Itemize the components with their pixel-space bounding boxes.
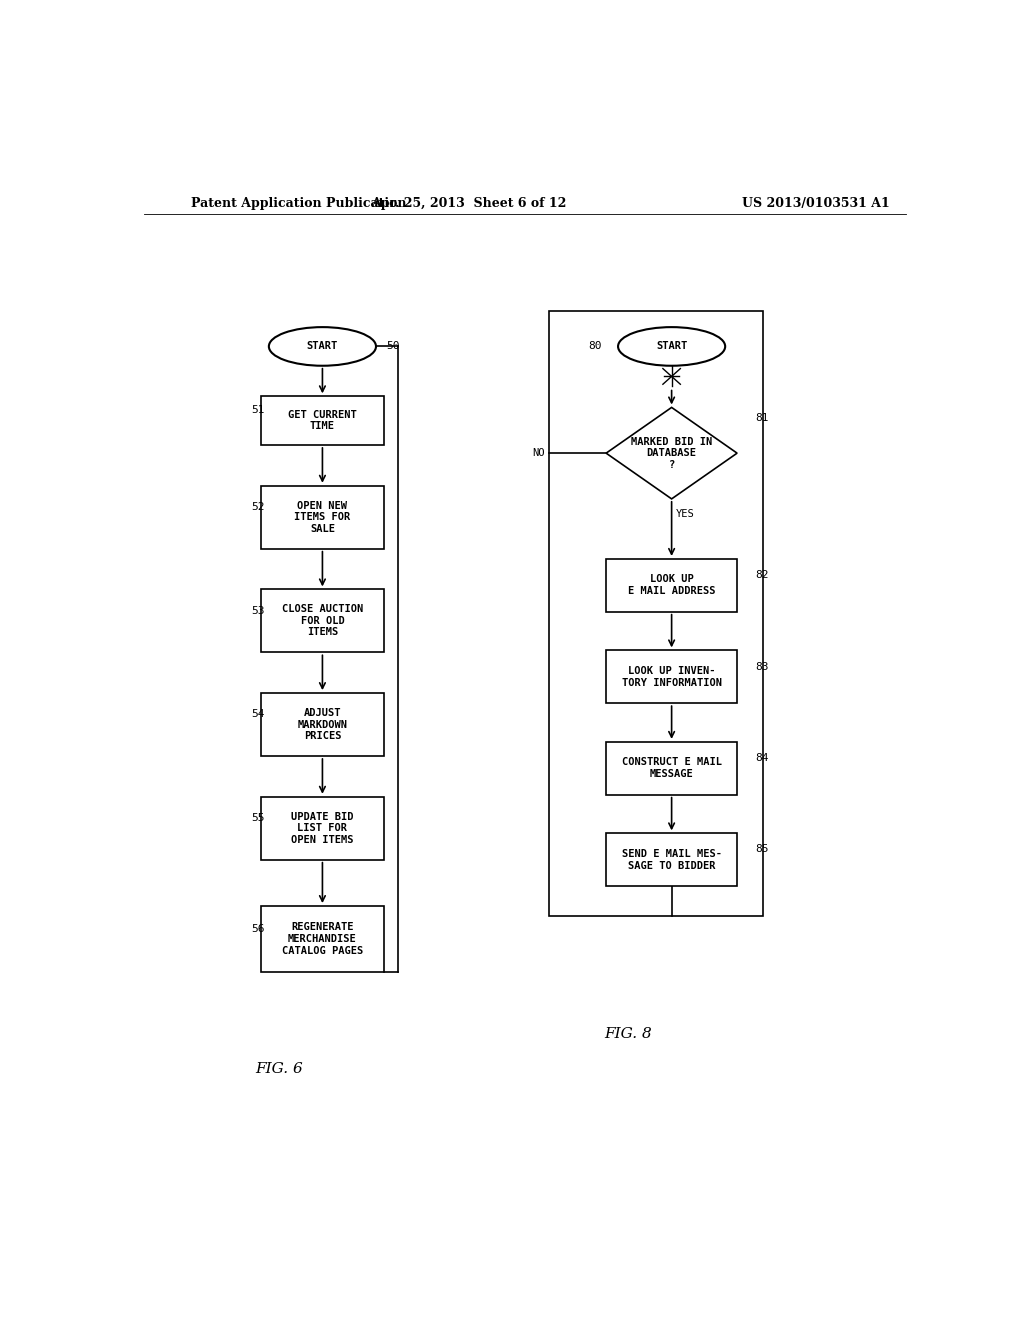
Text: START: START xyxy=(307,342,338,351)
FancyBboxPatch shape xyxy=(261,589,384,652)
Text: 53: 53 xyxy=(251,606,264,615)
Bar xyxy=(549,312,763,916)
Text: LOOK UP INVEN-
TORY INFORMATION: LOOK UP INVEN- TORY INFORMATION xyxy=(622,667,722,688)
Text: FIG. 8: FIG. 8 xyxy=(604,1027,652,1040)
Text: US 2013/0103531 A1: US 2013/0103531 A1 xyxy=(742,197,890,210)
Text: CLOSE AUCTION
FOR OLD
ITEMS: CLOSE AUCTION FOR OLD ITEMS xyxy=(282,605,364,638)
Text: 56: 56 xyxy=(251,924,264,933)
Polygon shape xyxy=(606,408,737,499)
Text: YES: YES xyxy=(676,510,694,519)
Text: 82: 82 xyxy=(755,570,768,579)
FancyBboxPatch shape xyxy=(261,693,384,756)
Text: LOOK UP
E MAIL ADDRESS: LOOK UP E MAIL ADDRESS xyxy=(628,574,716,597)
Ellipse shape xyxy=(269,327,376,366)
Text: UPDATE BID
LIST FOR
OPEN ITEMS: UPDATE BID LIST FOR OPEN ITEMS xyxy=(291,812,353,845)
FancyBboxPatch shape xyxy=(606,558,737,611)
FancyBboxPatch shape xyxy=(606,833,737,886)
Text: SEND E MAIL MES-
SAGE TO BIDDER: SEND E MAIL MES- SAGE TO BIDDER xyxy=(622,849,722,870)
Text: 83: 83 xyxy=(755,661,768,672)
Text: 84: 84 xyxy=(755,752,768,763)
Text: CONSTRUCT E MAIL
MESSAGE: CONSTRUCT E MAIL MESSAGE xyxy=(622,758,722,779)
Text: ADJUST
MARKDOWN
PRICES: ADJUST MARKDOWN PRICES xyxy=(297,708,347,741)
Text: Apr. 25, 2013  Sheet 6 of 12: Apr. 25, 2013 Sheet 6 of 12 xyxy=(372,197,567,210)
Text: 51: 51 xyxy=(251,405,264,416)
Text: 50: 50 xyxy=(386,342,399,351)
Text: REGENERATE
MERCHANDISE
CATALOG PAGES: REGENERATE MERCHANDISE CATALOG PAGES xyxy=(282,923,364,956)
Text: Patent Application Publication: Patent Application Publication xyxy=(191,197,407,210)
Text: MARKED BID IN
DATABASE
?: MARKED BID IN DATABASE ? xyxy=(631,437,713,470)
FancyBboxPatch shape xyxy=(261,797,384,859)
FancyBboxPatch shape xyxy=(261,486,384,549)
Text: 80: 80 xyxy=(588,342,602,351)
Text: START: START xyxy=(656,342,687,351)
FancyBboxPatch shape xyxy=(261,396,384,445)
Ellipse shape xyxy=(618,327,725,366)
Text: 52: 52 xyxy=(251,502,264,512)
Text: NO: NO xyxy=(532,449,545,458)
Text: OPEN NEW
ITEMS FOR
SALE: OPEN NEW ITEMS FOR SALE xyxy=(294,500,350,533)
Text: 81: 81 xyxy=(755,413,768,422)
Text: GET CURRENT
TIME: GET CURRENT TIME xyxy=(288,409,356,432)
FancyBboxPatch shape xyxy=(606,742,737,795)
Text: 55: 55 xyxy=(251,813,264,822)
Text: 54: 54 xyxy=(251,709,264,719)
Text: FIG. 6: FIG. 6 xyxy=(255,1063,303,1076)
FancyBboxPatch shape xyxy=(261,906,384,972)
FancyBboxPatch shape xyxy=(606,651,737,704)
Text: 85: 85 xyxy=(755,845,768,854)
